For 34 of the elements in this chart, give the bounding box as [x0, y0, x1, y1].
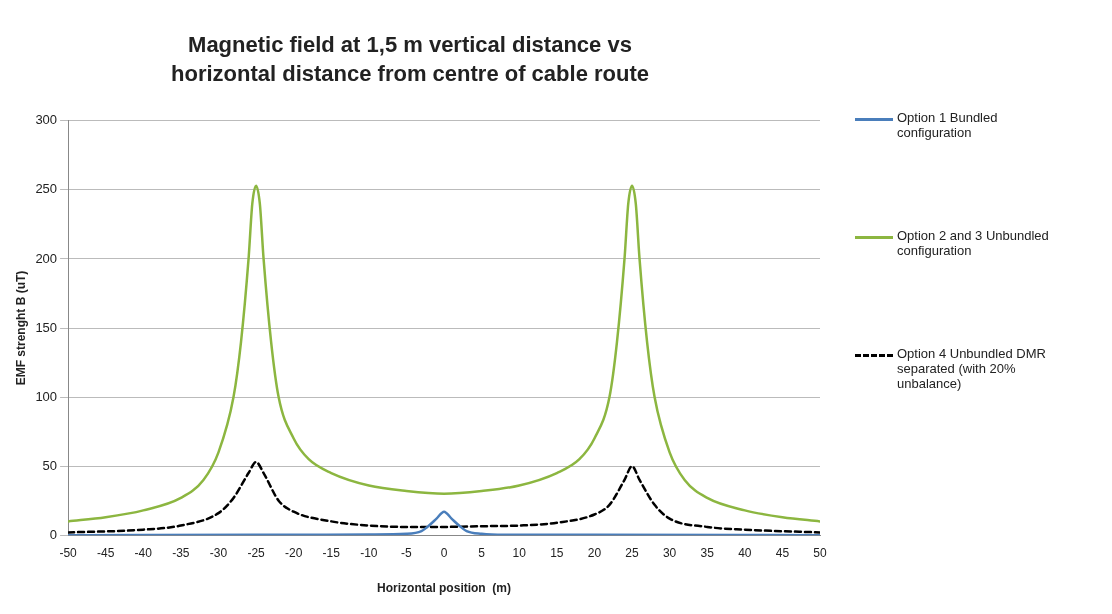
- x-tick-label: -10: [360, 545, 378, 560]
- y-tick-label: 200: [35, 250, 58, 266]
- x-tick-label: 40: [738, 545, 752, 560]
- x-tick-label: 25: [625, 545, 640, 560]
- x-tick-label: -40: [134, 545, 153, 560]
- legend-label: Option 4 Unbundled DMR separated (with 20% unbalance): [897, 346, 1047, 391]
- legend-label: Option 2 and 3 Unbundled configuration: [897, 228, 1050, 258]
- x-tick-label: -20: [284, 545, 303, 560]
- y-axis-title: EMF strenght B (uT): [13, 270, 28, 386]
- y-tick-label: 300: [35, 112, 58, 128]
- x-tick-label: -25: [247, 545, 266, 560]
- x-tick-label: 0: [440, 545, 448, 560]
- chart-title: Magnetic field at 1,5 m vertical distance vs horizontal distance from centre of cable route: [170, 31, 650, 88]
- x-tick-label: -15: [322, 545, 341, 560]
- x-tick-label: -30: [209, 545, 228, 560]
- x-tick-label: 45: [775, 545, 790, 560]
- y-tick-label: 50: [42, 457, 58, 473]
- x-tick-label: 35: [700, 545, 715, 560]
- y-tick-label: 0: [49, 526, 58, 542]
- x-tick-label: 5: [478, 545, 486, 560]
- x-tick-label: 15: [550, 545, 564, 560]
- x-axis-title: Horizontal position (m): [377, 581, 512, 596]
- x-tick-label: 20: [587, 545, 602, 560]
- y-tick-label: 150: [35, 319, 58, 335]
- x-tick-label: -45: [97, 545, 115, 560]
- x-tick-label: 30: [662, 545, 677, 560]
- x-tick-label: -50: [59, 545, 78, 560]
- x-tick-label: 50: [813, 545, 827, 560]
- y-tick-label: 100: [35, 388, 58, 404]
- legend-label: Option 1 Bundled configuration: [897, 110, 999, 140]
- x-tick-label: -35: [172, 545, 190, 560]
- y-tick-label: 250: [35, 181, 58, 197]
- x-tick-label: -5: [401, 545, 413, 560]
- x-tick-label: 10: [512, 545, 527, 560]
